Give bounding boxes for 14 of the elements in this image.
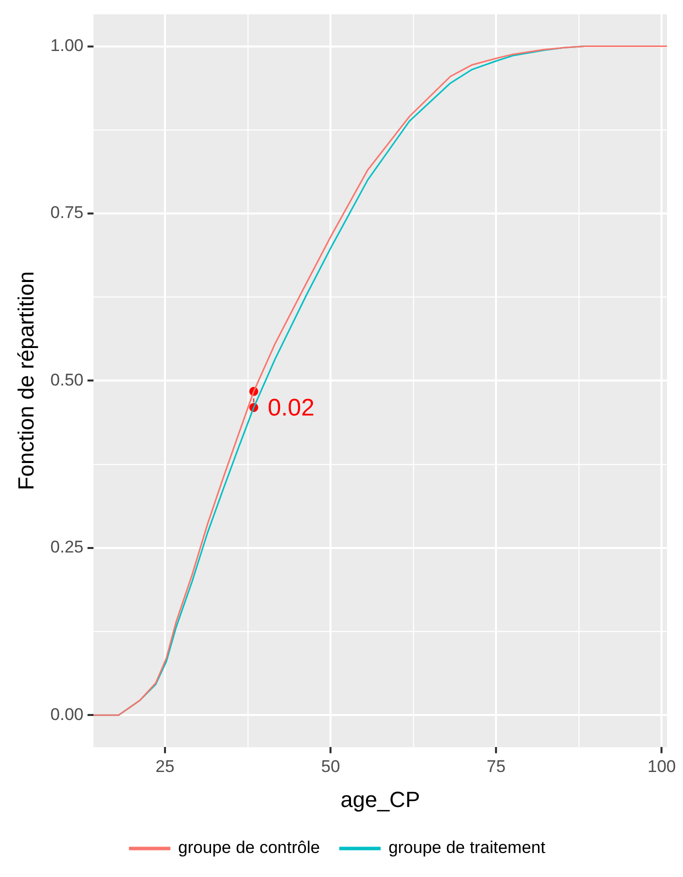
y-tick-label: 0.75 [50, 203, 84, 222]
legend-label: groupe de traitement [388, 838, 546, 858]
y-tick-label: 0.25 [50, 538, 84, 557]
y-tick-label: 0.50 [50, 370, 84, 390]
y-axis-title: Fonction de répartition [13, 271, 38, 490]
annotation: 0.02 [268, 394, 314, 422]
legend-label: groupe de contrôle [178, 838, 320, 858]
x-tick-label: 75 [486, 757, 506, 776]
y-tick-label: 0.00 [50, 704, 84, 724]
x-axis-title: age_CP [340, 786, 420, 812]
y-tick-label: 1.00 [50, 36, 84, 55]
x-tick-label: 100 [648, 757, 676, 776]
x-tick-label: 25 [156, 757, 174, 776]
x-tick-label: 50 [321, 757, 340, 776]
